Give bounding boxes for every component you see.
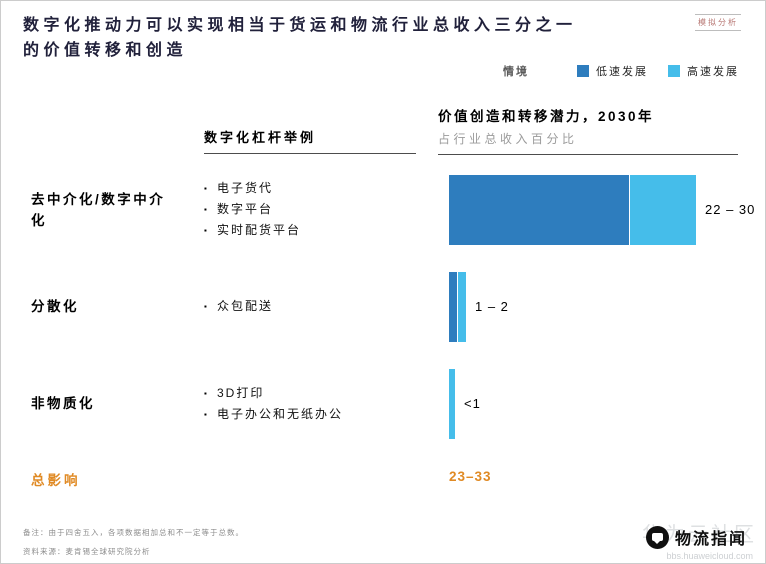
column-header-values: 价值创造和转移潜力，2030年 占行业总收入百分比 [438, 105, 738, 155]
bullet-marker: ▪ [204, 184, 209, 193]
row-category-label: 分散化 [31, 299, 79, 314]
brand-logo: 物流指闻 [645, 525, 747, 549]
chart-row-disintermediation: 去中介化/数字中介化 ▪ 电子货代 ▪ 数字平台 ▪ 实时配货平台 22 – 30 [1, 161, 765, 258]
bullet-marker: ▪ [204, 226, 209, 235]
bullet-text: 众包配送 [217, 299, 274, 313]
simulation-tag: 模拟分析 [695, 14, 741, 31]
page-title-line1: 数字化推动力可以实现相当于货运和物流行业总收入三分之一 [23, 17, 577, 34]
bar-segment-low-scenario [449, 271, 457, 342]
total-impact-label: 总影响 [31, 473, 81, 488]
value-header-title: 价值创造和转移潜力，2030年 [438, 109, 655, 124]
footnotes: 备注：由于四舍五入，各项数据相加总和不一定等于总数。 资料来源：麦肯锡全球研究院… [23, 523, 244, 561]
page-title: 数字化推动力可以实现相当于货运和物流行业总收入三分之一 的价值转移和创造 [23, 13, 663, 63]
legend-swatch-slow [577, 65, 589, 77]
chart-row-decentralization: 分散化 ▪ 众包配送 1 – 2 [1, 258, 765, 355]
bar-value-label: <1 [464, 396, 481, 411]
legend-label-slow: 低速发展 [596, 66, 648, 78]
list-item: ▪ 电子办公和无纸办公 [204, 406, 422, 423]
bar-zone: <1 [449, 368, 481, 439]
chart-body: 去中介化/数字中介化 ▪ 电子货代 ▪ 数字平台 ▪ 实时配货平台 22 – 30 分… [1, 161, 765, 452]
brand-name: 物流指闻 [674, 531, 747, 548]
list-item: ▪ 实时配货平台 [204, 222, 422, 239]
bar-segment-high-scenario [449, 368, 455, 439]
faint-watermark-text: 华为云社区 [642, 524, 757, 546]
value-header-subtitle: 占行业总收入百分比 [438, 132, 578, 146]
footnote-note: 备注：由于四舍五入，各项数据相加总和不一定等于总数。 [23, 528, 244, 537]
bullet-marker: ▪ [204, 388, 209, 398]
bar-segment-high-scenario [629, 174, 696, 245]
speech-bubble-icon [645, 525, 669, 549]
chart-row-dematerialization: 非物质化 ▪ 3D打印 ▪ 电子办公和无纸办公 <1 [1, 355, 765, 452]
bullet-marker: ▪ [204, 205, 209, 214]
legend-title: 情境 [503, 66, 529, 78]
list-item: ▪ 数字平台 [204, 201, 422, 218]
bullet-text: 电子办公和无纸办公 [217, 406, 344, 421]
legend-label-fast: 高速发展 [687, 66, 739, 78]
bar-value-label: 22 – 30 [705, 202, 756, 217]
total-impact-value: 23–33 [449, 469, 492, 484]
legend-item-fast: 高速发展 [668, 63, 739, 79]
footnote-source: 资料来源：麦肯锡全球研究院分析 [23, 547, 151, 556]
row-category-label: 非物质化 [31, 396, 95, 411]
bullet-text: 数字平台 [217, 202, 274, 216]
bullet-text: 实时配货平台 [217, 223, 302, 237]
bullet-text: 3D打印 [217, 385, 265, 400]
speech-bubble-shape [651, 533, 663, 544]
bullet-text: 电子货代 [217, 181, 274, 195]
bullet-marker: ▪ [204, 302, 209, 311]
bar-zone: 22 – 30 [449, 174, 756, 245]
list-item: ▪ 3D打印 [204, 385, 422, 402]
bar-segment-high-scenario [457, 271, 466, 342]
stacked-bar [449, 174, 696, 245]
bullet-marker: ▪ [204, 409, 209, 419]
list-item: ▪ 众包配送 [204, 298, 422, 315]
column-header-levers: 数字化杠杆举例 [204, 127, 416, 154]
lever-bullets: ▪ 3D打印 ▪ 电子办公和无纸办公 [204, 381, 422, 427]
legend-swatch-fast [668, 65, 680, 77]
legend-item-slow: 低速发展 [577, 63, 648, 79]
bar-zone: 1 – 2 [449, 271, 509, 342]
bar-segment-low-scenario [449, 174, 629, 245]
lever-bullets: ▪ 电子货代 ▪ 数字平台 ▪ 实时配货平台 [204, 176, 422, 243]
stacked-bar [449, 271, 466, 342]
faint-watermark-url: bbs.huaweicloud.com [666, 551, 753, 561]
page-title-line2: 的价值转移和创造 [23, 42, 188, 59]
chart-legend: 情境 低速发展 高速发展 [503, 63, 739, 79]
bar-value-label: 1 – 2 [475, 299, 509, 314]
stacked-bar [449, 368, 455, 439]
list-item: ▪ 电子货代 [204, 180, 422, 197]
lever-bullets: ▪ 众包配送 [204, 294, 422, 319]
row-category-label: 去中介化/数字中介化 [31, 191, 166, 228]
